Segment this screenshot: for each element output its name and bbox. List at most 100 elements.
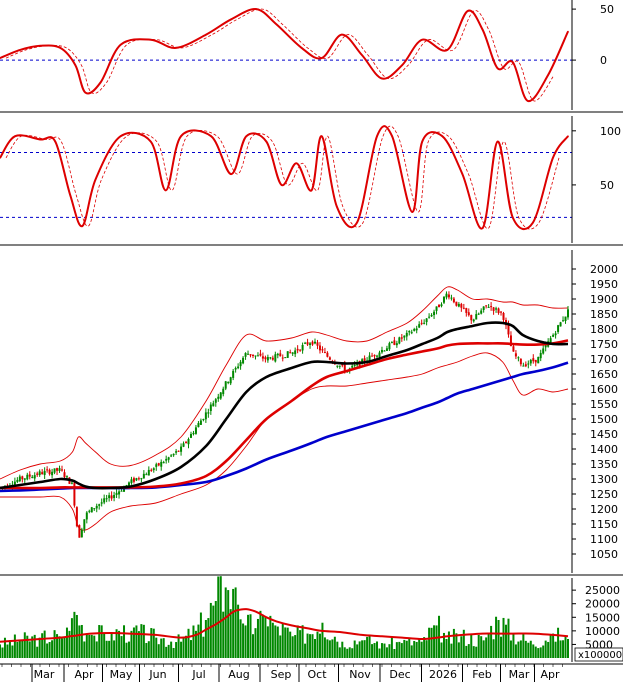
volume-bar bbox=[192, 625, 195, 658]
oscillator-point bbox=[74, 64, 77, 66]
candle-body bbox=[445, 293, 448, 298]
volume-bar bbox=[1, 647, 4, 658]
candle-body bbox=[93, 508, 96, 510]
volume-bar bbox=[177, 634, 180, 658]
volume-bar bbox=[490, 625, 493, 658]
candle-body bbox=[41, 472, 44, 475]
volume-bar bbox=[93, 635, 96, 658]
candle-body bbox=[152, 468, 155, 471]
oscillator-point bbox=[391, 135, 393, 138]
candle-body bbox=[323, 352, 326, 354]
volume-bar bbox=[557, 627, 560, 658]
volume-bar bbox=[187, 628, 190, 658]
candle-body bbox=[552, 334, 555, 337]
volume-unit-label: x100000 bbox=[578, 650, 622, 661]
x-tick-label: Apr bbox=[540, 668, 560, 681]
oscillator-point bbox=[481, 28, 484, 31]
oscillator-point bbox=[411, 211, 413, 213]
volume-bar bbox=[46, 643, 49, 658]
candle-body bbox=[492, 307, 495, 311]
volume-bar bbox=[517, 641, 520, 658]
volume-bar bbox=[564, 636, 567, 658]
ma-short-line bbox=[0, 321, 569, 490]
candle-body bbox=[217, 396, 220, 399]
candle-body bbox=[311, 341, 314, 345]
candle-body bbox=[202, 419, 205, 421]
candle-body bbox=[289, 352, 292, 354]
candle-body bbox=[28, 474, 31, 477]
volume-bar bbox=[132, 627, 135, 658]
volume-bar bbox=[376, 641, 379, 658]
candle-body bbox=[197, 423, 200, 428]
volume-bar bbox=[524, 640, 527, 658]
candle-body bbox=[83, 519, 86, 530]
oscillator-point bbox=[280, 184, 283, 186]
candle-body bbox=[567, 309, 569, 318]
signal-line bbox=[5, 125, 560, 230]
volume-bar bbox=[500, 636, 503, 658]
volume-bar bbox=[98, 625, 101, 658]
candle-body bbox=[70, 482, 73, 484]
candle-body bbox=[207, 412, 210, 414]
volume-bar bbox=[512, 633, 515, 658]
candle-body bbox=[48, 469, 51, 475]
x-tick-label: Dec bbox=[389, 668, 410, 681]
volume-bar bbox=[194, 630, 197, 658]
volume-bar bbox=[259, 610, 262, 658]
candle-body bbox=[326, 352, 329, 357]
volume-average-line bbox=[0, 608, 569, 643]
candle-body bbox=[328, 357, 331, 360]
candle-body bbox=[502, 312, 505, 320]
volume-bar bbox=[165, 646, 168, 658]
candle-body bbox=[108, 495, 111, 499]
volume-bar bbox=[271, 622, 274, 658]
candle-body bbox=[294, 350, 297, 355]
volume-bar bbox=[405, 640, 408, 658]
volume-bar bbox=[150, 628, 153, 658]
oscillator-point bbox=[511, 61, 514, 63]
candle-body bbox=[75, 507, 78, 527]
volume-bar bbox=[266, 626, 269, 658]
volume-bar bbox=[529, 640, 532, 658]
candle-body bbox=[130, 479, 133, 484]
y-tick-label: 1350 bbox=[590, 458, 618, 471]
candle-body bbox=[185, 441, 188, 443]
volume-bar bbox=[467, 644, 470, 658]
candle-body bbox=[266, 357, 269, 361]
candle-body bbox=[140, 478, 143, 480]
candle-body bbox=[51, 471, 54, 476]
oscillator-point bbox=[526, 100, 529, 102]
x-tick-label: Feb bbox=[472, 668, 491, 681]
volume-bar bbox=[433, 625, 436, 658]
y-tick-label: 1700 bbox=[590, 353, 618, 366]
candle-body bbox=[227, 381, 230, 383]
oscillator-point bbox=[54, 140, 57, 143]
volume-bar bbox=[542, 645, 545, 658]
oscillator-point bbox=[245, 135, 248, 138]
candle-body bbox=[318, 345, 321, 351]
volume-bar bbox=[232, 588, 235, 658]
y-tick-label: 25000 bbox=[585, 584, 620, 597]
volume-bar bbox=[567, 639, 569, 658]
candle-body bbox=[398, 337, 401, 344]
volume-bar bbox=[254, 628, 257, 658]
candle-body bbox=[90, 507, 93, 513]
candle-body bbox=[125, 485, 128, 487]
oscillator-point bbox=[496, 67, 499, 70]
oscillator-point bbox=[255, 8, 258, 10]
volume-bar bbox=[237, 604, 240, 658]
volume-bar bbox=[455, 633, 458, 658]
y-tick-label: 1150 bbox=[590, 518, 618, 531]
candle-body bbox=[244, 353, 247, 357]
candle-body bbox=[455, 301, 458, 306]
volume-bar bbox=[202, 636, 205, 658]
volume-bar bbox=[442, 632, 445, 658]
candle-body bbox=[182, 443, 185, 447]
candle-body bbox=[209, 404, 212, 412]
volume-bar bbox=[214, 601, 217, 658]
candle-body bbox=[58, 468, 61, 471]
volume-bar bbox=[219, 576, 222, 658]
candle-body bbox=[338, 365, 341, 367]
volume-bar bbox=[162, 638, 165, 658]
